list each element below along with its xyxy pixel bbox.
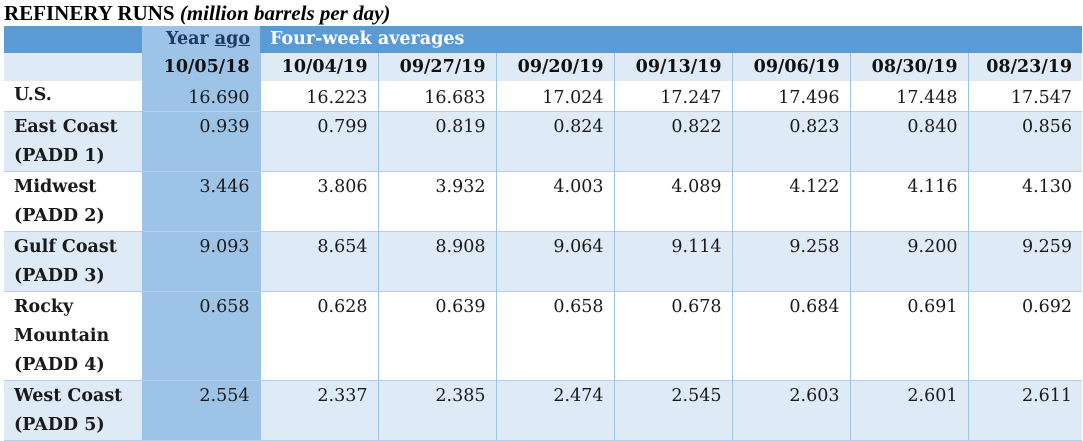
value-cell: 0.658 [141,291,260,381]
value-cell: 0.856 [967,111,1083,172]
padd-label: (PADD 1) [14,146,105,166]
value-cell: 2.611 [967,380,1083,441]
value-cell: 0.658 [495,291,614,381]
value-cell: 4.116 [849,171,968,232]
year-ago-header: Year ago [142,26,260,53]
table-row: West Coast (PADD 5) 2.554 2.337 2.385 2.4… [4,380,1083,441]
value-cell: 2.385 [377,380,496,441]
table-title: REFINERY RUNS (million barrels per day) [4,1,390,26]
value-cell: 2.474 [495,380,614,441]
value-cell: 0.639 [377,291,496,381]
value-cell: 4.122 [731,171,850,232]
title-unit: (million barrels per day) [179,1,391,25]
value-cell: 17.547 [967,81,1083,112]
value-cell: 2.554 [141,380,260,441]
value-cell: 9.064 [495,231,614,292]
value-cell: 17.247 [613,81,732,112]
value-cell: 4.003 [495,171,614,232]
date-header: 09/06/19 [731,53,850,81]
value-cell: 2.545 [613,380,732,441]
table-row: Midwest (PADD 2) 3.446 3.806 3.932 4.003 … [4,171,1083,232]
title-main: REFINERY RUNS [4,1,175,25]
value-cell: 0.684 [731,291,850,381]
table-row: Rocky Mountain (PADD 4) 0.658 0.628 0.639 … [4,291,1083,381]
refinery-runs-table: Year ago Four-week averages 10/05/18 10/… [4,26,1083,441]
value-cell: 0.824 [495,111,614,172]
value-cell: 9.093 [141,231,260,292]
date-header: 08/30/19 [849,53,968,81]
value-cell: 0.691 [849,291,968,381]
value-cell: 0.840 [849,111,968,172]
value-cell: 9.259 [967,231,1083,292]
date-header: 09/20/19 [495,53,614,81]
row-label: U.S. [4,81,142,112]
region-name: East Coast [14,117,118,137]
value-cell: 0.628 [259,291,378,381]
row-label: Gulf Coast (PADD 3) [4,231,142,292]
value-cell: 0.822 [613,111,732,172]
table-row: U.S. 16.690 16.223 16.683 17.024 17.247 … [4,81,1083,112]
region-name: Gulf Coast [14,237,117,257]
padd-label: (PADD 4) [14,355,105,375]
region-name: Midwest [14,177,97,197]
row-label: Midwest (PADD 2) [4,171,142,232]
value-cell: 2.601 [849,380,968,441]
value-cell: 0.819 [377,111,496,172]
value-cell: 17.024 [495,81,614,112]
value-cell: 16.683 [377,81,496,112]
value-cell: 9.114 [613,231,732,292]
year-ago-link[interactable]: ago [214,29,250,49]
value-cell: 3.806 [259,171,378,232]
value-cell: 2.603 [731,380,850,441]
value-cell: 9.258 [731,231,850,292]
value-cell: 16.223 [259,81,378,112]
row-label: Rocky Mountain (PADD 4) [4,291,142,381]
date-header: 10/04/19 [259,53,378,81]
value-cell: 0.799 [259,111,378,172]
value-cell: 8.908 [377,231,496,292]
row-label: West Coast (PADD 5) [4,380,142,441]
value-cell: 0.939 [141,111,260,172]
date-header-row: 10/05/18 10/04/19 09/27/19 09/20/19 09/1… [4,53,1083,81]
date-header: 09/13/19 [613,53,732,81]
padd-label: (PADD 3) [14,266,105,286]
date-header: 09/27/19 [377,53,496,81]
header-band-row: Year ago Four-week averages [4,26,1083,53]
value-cell: 17.448 [849,81,968,112]
date-header-blank [4,53,142,81]
value-cell: 3.446 [141,171,260,232]
value-cell: 0.692 [967,291,1083,381]
value-cell: 0.678 [613,291,732,381]
value-cell: 2.337 [259,380,378,441]
value-cell: 3.932 [377,171,496,232]
value-cell: 4.089 [613,171,732,232]
year-ago-label: Year [165,29,215,49]
date-header: 10/05/18 [141,53,260,81]
table-row: East Coast (PADD 1) 0.939 0.799 0.819 0.8… [4,111,1083,172]
header-blank-cell [4,26,142,53]
padd-label: (PADD 5) [14,415,105,435]
value-cell: 17.496 [731,81,850,112]
value-cell: 8.654 [259,231,378,292]
value-cell: 9.200 [849,231,968,292]
region-name: West Coast [14,386,123,406]
padd-label: (PADD 2) [14,206,105,226]
value-cell: 4.130 [967,171,1083,232]
value-cell: 0.823 [731,111,850,172]
four-week-averages-header: Four-week averages [260,26,1083,53]
region-name: Rocky [14,297,74,317]
row-label: East Coast (PADD 1) [4,111,142,172]
date-header: 08/23/19 [967,53,1083,81]
value-cell: 16.690 [141,81,260,112]
region-name-line2: Mountain [14,326,110,346]
table-row: Gulf Coast (PADD 3) 9.093 8.654 8.908 9.0… [4,231,1083,292]
